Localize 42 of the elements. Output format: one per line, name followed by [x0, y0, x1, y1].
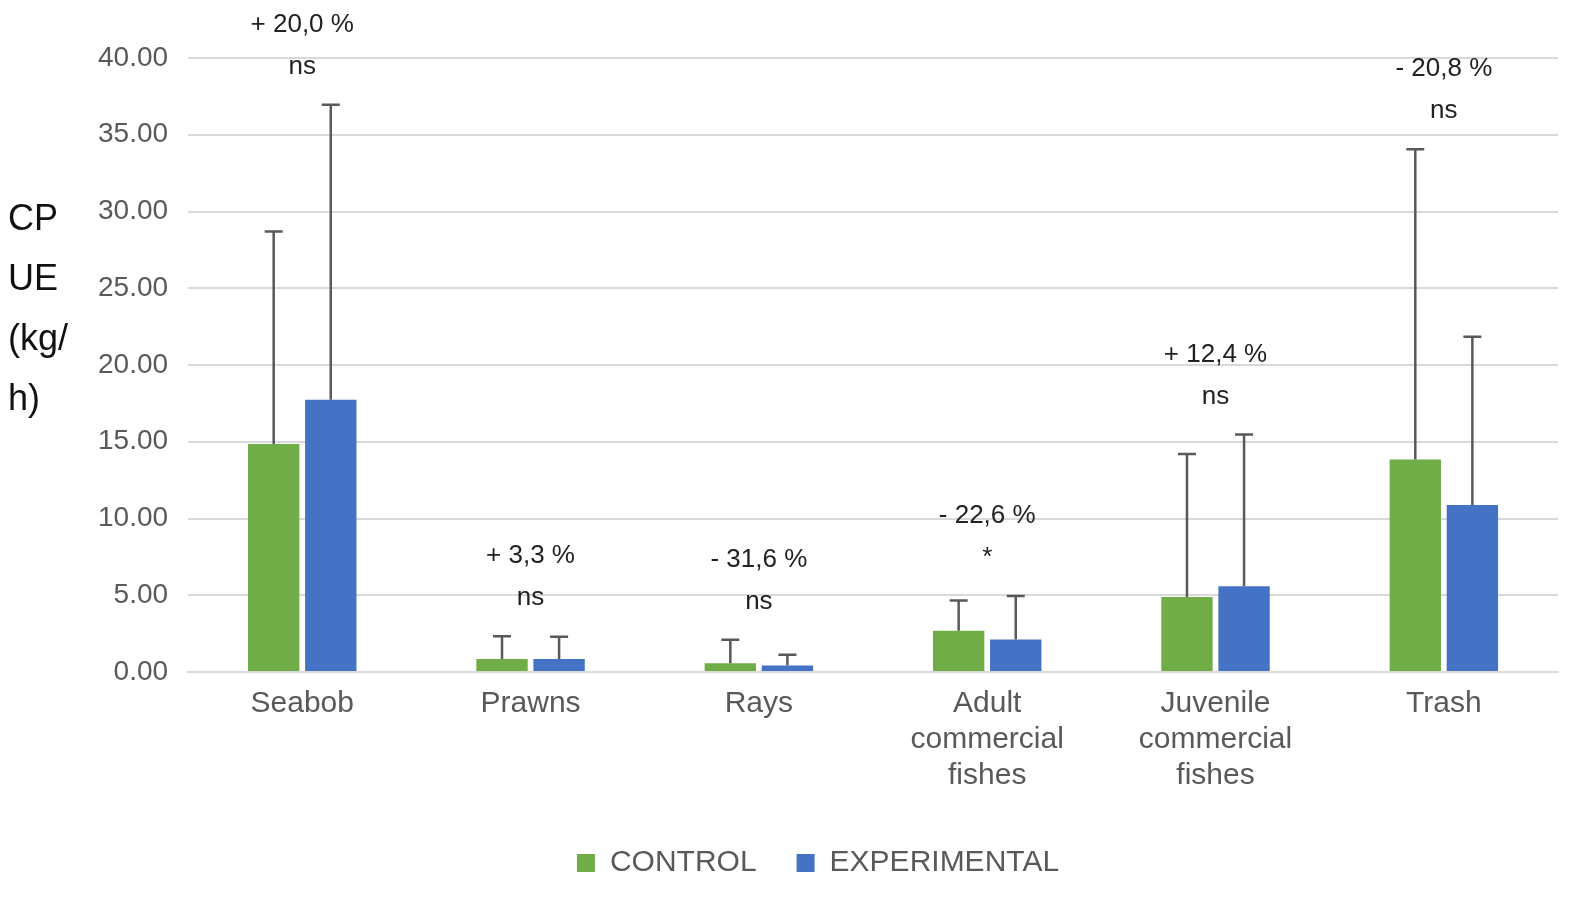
annotation: ns: [1430, 94, 1458, 125]
bar: [932, 630, 985, 671]
bar: [761, 665, 814, 671]
bar: [1218, 586, 1270, 671]
annotation: *: [982, 541, 993, 572]
y-tick-label: 30.00: [97, 194, 169, 226]
x-tick-label: Trash: [1406, 685, 1482, 719]
annotation: + 3,3 %: [486, 539, 575, 570]
x-tick-label: Prawns: [480, 685, 581, 719]
x-tick-label: Seabob: [250, 685, 354, 719]
x-tick-label: Juvenile commercial fishes: [1138, 685, 1293, 791]
bar: [248, 444, 300, 671]
legend-label: EXPERIMENTAL: [829, 844, 1060, 878]
bar: [704, 663, 757, 671]
bar: [990, 639, 1042, 671]
y-tick-label: 0.00: [113, 654, 169, 686]
bar: [476, 658, 528, 671]
y-tick-label: 10.00: [97, 501, 169, 533]
annotation: - 31,6 %: [710, 542, 808, 573]
x-tick-label: Adult commercial fishes: [910, 685, 1064, 791]
annotation: + 12,4 %: [1163, 337, 1268, 368]
bar: [305, 399, 357, 671]
annotation: - 22,6 %: [938, 499, 1036, 530]
legend-label: CONTROL: [609, 844, 757, 878]
y-tick-label: 35.00: [97, 117, 169, 149]
y-tick-label: 20.00: [97, 347, 169, 379]
annotation: ns: [516, 581, 545, 612]
annotation: ns: [745, 584, 773, 615]
bar: [533, 658, 585, 671]
bar: [1161, 597, 1213, 671]
y-axis-title: CPUE (kg/h): [8, 196, 69, 420]
y-tick-label: 40.00: [97, 40, 169, 72]
y-tick-label: 25.00: [97, 270, 169, 302]
bar: [1446, 504, 1499, 671]
text: + 20,0 %: [250, 7, 354, 38]
annotation: ns: [288, 49, 316, 80]
annotation: - 20,8 %: [1395, 52, 1493, 83]
annotation: ns: [1201, 379, 1230, 410]
y-tick-label: 5.00: [113, 577, 169, 609]
x-tick-label: Rays: [724, 685, 794, 719]
y-tick-label: 15.00: [97, 424, 169, 456]
bar: [1389, 459, 1441, 671]
